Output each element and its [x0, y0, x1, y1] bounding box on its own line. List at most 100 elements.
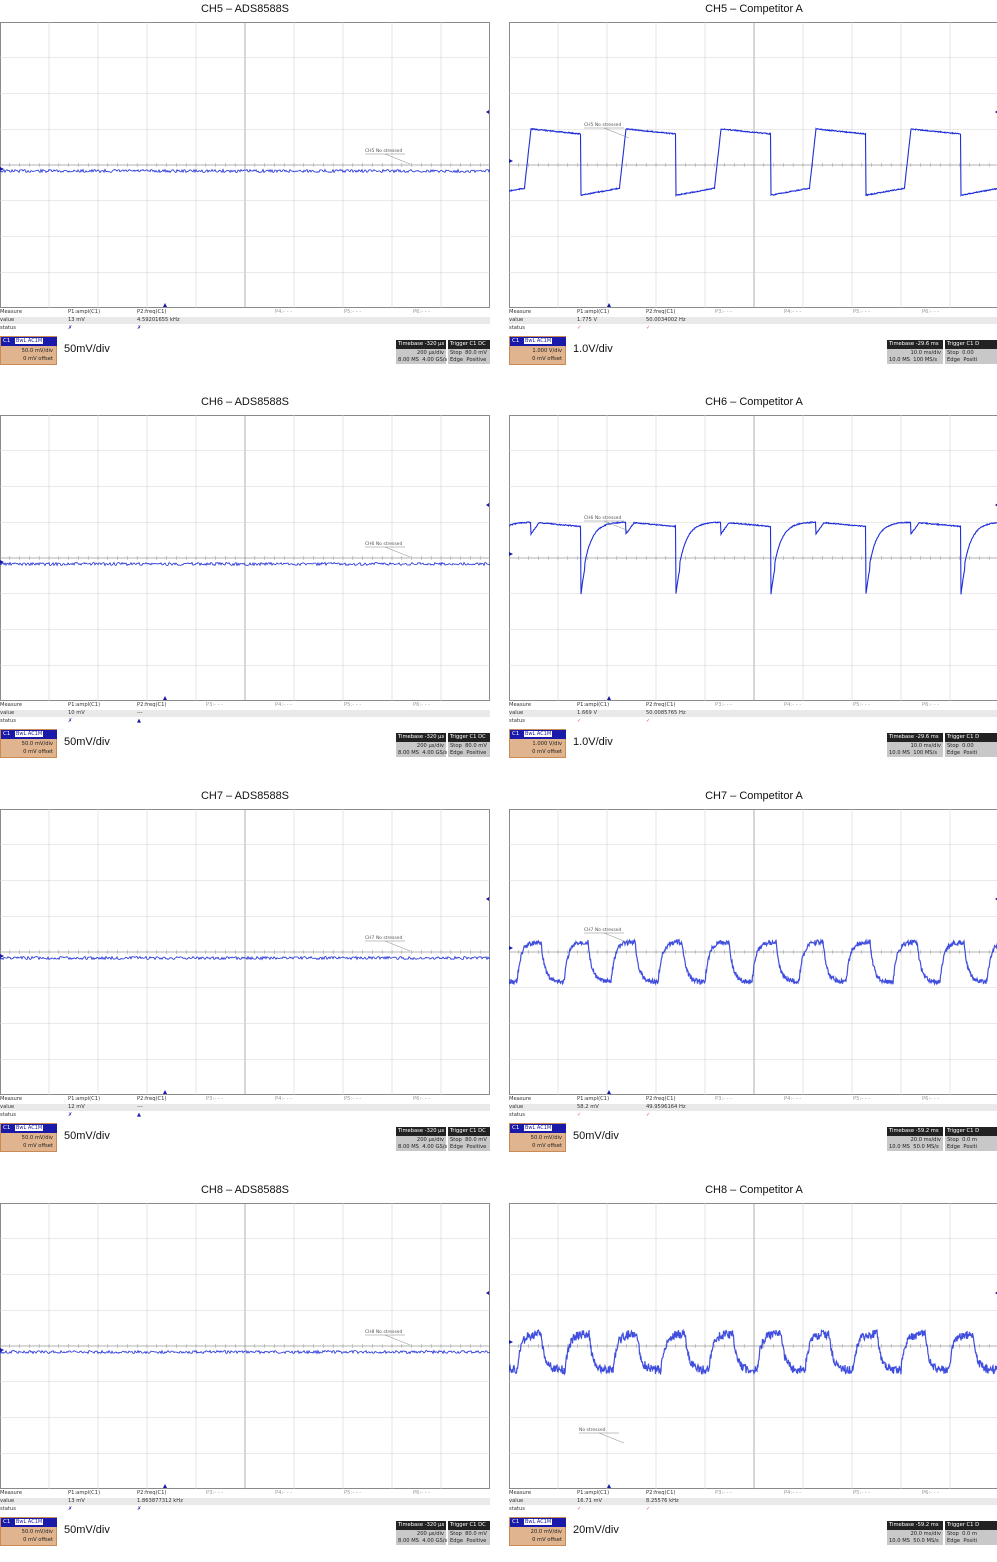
- oscilloscope-grid[interactable]: CH8 No stressed: [0, 1203, 490, 1489]
- trigger-label: Trigger: [947, 1522, 965, 1528]
- timebase-box[interactable]: Timebase -320 µs 200 µs/div 8.00 MS 4.00…: [396, 1521, 447, 1545]
- p1-label[interactable]: P1:ampl(C1): [68, 1096, 101, 1102]
- channel-badge[interactable]: C1 BwL AC1M 50.0 mV/div 0 mV offset: [0, 336, 57, 365]
- p1-label[interactable]: P1:ampl(C1): [577, 1096, 610, 1102]
- p2-label[interactable]: P2:freq(C1): [137, 1096, 167, 1102]
- oscilloscope-grid[interactable]: CH6 No stressed: [509, 415, 997, 701]
- p6-label[interactable]: P6:- - -: [922, 1096, 940, 1102]
- p5-label[interactable]: P5:- - -: [853, 309, 871, 315]
- p2-label[interactable]: P2:freq(C1): [137, 1490, 167, 1496]
- p3-label[interactable]: P3:- - -: [715, 1490, 733, 1496]
- p6-label[interactable]: P6:- - -: [413, 1096, 431, 1102]
- trigger-box[interactable]: Trigger C1 D Stop 0.00 Edge Positi: [945, 733, 997, 757]
- p6-label[interactable]: P6:- - -: [413, 309, 431, 315]
- trigger-time-marker: [163, 1090, 167, 1094]
- p5-label[interactable]: P5:- - -: [344, 702, 362, 708]
- oscilloscope-grid[interactable]: CH5 No stressed: [509, 22, 997, 308]
- p3-label[interactable]: P3:- - -: [206, 1490, 224, 1496]
- p6-label[interactable]: P6:- - -: [922, 309, 940, 315]
- status-label: status: [509, 718, 525, 724]
- channel-badge[interactable]: C1 BwL AC1M 50.0 mV/div 0 mV offset: [0, 1517, 57, 1546]
- scope-footer: C1 BwL AC1M 20.0 mV/div 0 mV offset 20mV…: [509, 1514, 997, 1552]
- p3-label[interactable]: P3:- - -: [715, 1096, 733, 1102]
- trigger-box[interactable]: Trigger C1 DC Stop 80.0 mV Edge Positive: [448, 1521, 490, 1545]
- signal-trace: [509, 520, 997, 595]
- p4-label[interactable]: P4:- - -: [275, 702, 293, 708]
- trigger-box[interactable]: Trigger C1 DC Stop 80.0 mV Edge Positive: [448, 733, 490, 757]
- measure-header-row: Measure P1:ampl(C1) P2:freq(C1) P3:- - -…: [0, 702, 490, 709]
- timebase-box[interactable]: Timebase -29.6 ms 10.0 ms/div 10.0 MS 10…: [887, 733, 943, 757]
- oscilloscope-grid[interactable]: CH7 No stressed: [0, 809, 490, 1095]
- p4-label[interactable]: P4:- - -: [784, 1096, 802, 1102]
- trigger-box[interactable]: Trigger C1 D Stop 0.00 Edge Positi: [945, 340, 997, 364]
- timebase-box[interactable]: Timebase -320 µs 200 µs/div 8.00 MS 4.00…: [396, 340, 447, 364]
- p1-label[interactable]: P1:ampl(C1): [68, 702, 101, 708]
- channel-tag: C1: [3, 1519, 11, 1525]
- oscilloscope-grid[interactable]: No stressed: [509, 1203, 997, 1489]
- p1-label[interactable]: P1:ampl(C1): [577, 1490, 610, 1496]
- timebase-box[interactable]: Timebase -320 µs 200 µs/div 8.00 MS 4.00…: [396, 1127, 447, 1151]
- channel-badge[interactable]: C1 BwL AC1M 1.000 V/div 0 mV offset: [509, 336, 566, 365]
- trigger-box[interactable]: Trigger C1 DC Stop 80.0 mV Edge Positive: [448, 340, 490, 364]
- trigger-box[interactable]: Trigger C1 D Stop 0.0 m Edge Positi: [945, 1521, 997, 1545]
- trigger-box[interactable]: Trigger C1 DC Stop 80.0 mV Edge Positive: [448, 1127, 490, 1151]
- p5-label[interactable]: P5:- - -: [344, 1490, 362, 1496]
- scope-footer: C1 BwL AC1M 1.000 V/div 0 mV offset 1.0V…: [509, 726, 997, 764]
- channel-badge[interactable]: C1 BwL AC1M 50.0 mV/div 0 mV offset: [509, 1123, 566, 1152]
- scope-panel: CH7 – Competitor A CH7 No stressed Measu…: [509, 787, 997, 1160]
- channel-badge[interactable]: C1 BwL AC1M 20.0 mV/div 0 mV offset: [509, 1517, 566, 1546]
- p4-label[interactable]: P4:- - -: [275, 1490, 293, 1496]
- p5-label[interactable]: P5:- - -: [344, 309, 362, 315]
- p4-label[interactable]: P4:- - -: [784, 702, 802, 708]
- timebase-value: -320 µs: [424, 734, 445, 740]
- volts-per-div: 50.0 mV/div: [21, 741, 53, 747]
- oscilloscope-grid[interactable]: CH5 No stressed: [0, 22, 490, 308]
- p4-label[interactable]: P4:- - -: [275, 1096, 293, 1102]
- p4-label[interactable]: P4:- - -: [784, 1490, 802, 1496]
- p2-label[interactable]: P2:freq(C1): [646, 1096, 676, 1102]
- volts-per-div: 50.0 mV/div: [21, 1135, 53, 1141]
- p6-label[interactable]: P6:- - -: [413, 1490, 431, 1496]
- p1-label[interactable]: P1:ampl(C1): [68, 1490, 101, 1496]
- p4-label[interactable]: P4:- - -: [275, 309, 293, 315]
- sample-count: 8.00 MS: [398, 1144, 419, 1150]
- p6-label[interactable]: P6:- - -: [922, 1490, 940, 1496]
- channel-badge[interactable]: C1 BwL AC1M 50.0 mV/div 0 mV offset: [0, 1123, 57, 1152]
- p2-label[interactable]: P2:freq(C1): [137, 702, 167, 708]
- p2-label[interactable]: P2:freq(C1): [646, 702, 676, 708]
- oscilloscope-grid[interactable]: CH6 No stressed: [0, 415, 490, 701]
- time-per-div: 200 µs/div: [416, 743, 444, 749]
- p1-label[interactable]: P1:ampl(C1): [577, 702, 610, 708]
- p5-label[interactable]: P5:- - -: [853, 702, 871, 708]
- p1-label[interactable]: P1:ampl(C1): [68, 309, 101, 315]
- p3-label[interactable]: P3:- - -: [206, 1096, 224, 1102]
- p3-label[interactable]: P3:- - -: [715, 309, 733, 315]
- value-label: value: [0, 1498, 15, 1504]
- p5-label[interactable]: P5:- - -: [344, 1096, 362, 1102]
- scope-panel: CH8 – Competitor A No stressed Measure P…: [509, 1181, 997, 1554]
- trigger-slope: Positive: [466, 1144, 487, 1150]
- channel-badge[interactable]: C1 BwL AC1M 50.0 mV/div 0 mV offset: [0, 729, 57, 758]
- p3-label[interactable]: P3:- - -: [715, 702, 733, 708]
- p2-label[interactable]: P2:freq(C1): [646, 309, 676, 315]
- p4-label[interactable]: P4:- - -: [784, 309, 802, 315]
- channel-badge[interactable]: C1 BwL AC1M 1.000 V/div 0 mV offset: [509, 729, 566, 758]
- p1-label[interactable]: P1:ampl(C1): [577, 309, 610, 315]
- p1-value: 58.2 mV: [577, 1104, 599, 1110]
- timebase-box[interactable]: Timebase -320 µs 200 µs/div 8.00 MS 4.00…: [396, 733, 447, 757]
- trigger-mode: Stop: [450, 1137, 462, 1143]
- p6-label[interactable]: P6:- - -: [413, 702, 431, 708]
- p2-value: ---: [137, 710, 143, 716]
- trigger-box[interactable]: Trigger C1 D Stop 0.0 m Edge Positi: [945, 1127, 997, 1151]
- p6-label[interactable]: P6:- - -: [922, 702, 940, 708]
- p5-label[interactable]: P5:- - -: [853, 1096, 871, 1102]
- p5-label[interactable]: P5:- - -: [853, 1490, 871, 1496]
- timebase-box[interactable]: Timebase -59.2 ms 20.0 ms/div 10.0 MS 50…: [887, 1521, 943, 1545]
- p3-label[interactable]: P3:- - -: [206, 702, 224, 708]
- timebase-box[interactable]: Timebase -29.6 ms 10.0 ms/div 10.0 MS 10…: [887, 340, 943, 364]
- channel-level-marker: [509, 1340, 513, 1344]
- p2-label[interactable]: P2:freq(C1): [137, 309, 167, 315]
- p2-label[interactable]: P2:freq(C1): [646, 1490, 676, 1496]
- timebase-box[interactable]: Timebase -59.2 ms 20.0 ms/div 10.0 MS 50…: [887, 1127, 943, 1151]
- oscilloscope-grid[interactable]: CH7 No stressed: [509, 809, 997, 1095]
